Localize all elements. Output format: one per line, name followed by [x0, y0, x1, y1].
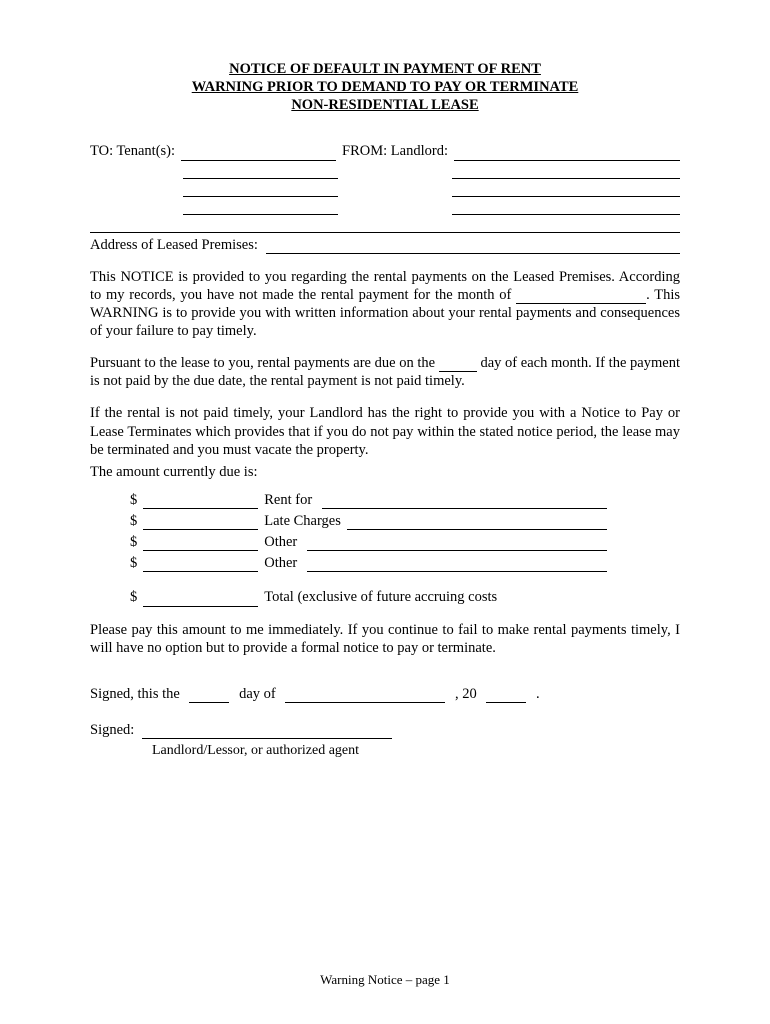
paragraph-3: If the rental is not paid timely, your L… [90, 404, 680, 458]
para2-text-a: Pursuant to the lease to you, rental pay… [90, 355, 439, 371]
late-charges-label: Late Charges [264, 512, 341, 530]
paragraph-2: Pursuant to the lease to you, rental pay… [90, 354, 680, 390]
address-label: Address of Leased Premises: [90, 236, 258, 254]
sign-year-field[interactable] [486, 688, 526, 703]
date-suffix: . [536, 686, 540, 702]
currency-symbol: $ [130, 491, 137, 509]
paragraph-1: This NOTICE is provided to you regarding… [90, 268, 680, 341]
landlord-field-2[interactable] [452, 164, 680, 179]
late-amount-field[interactable] [143, 515, 258, 530]
amounts-block: $ Rent for $ Late Charges $ Other $ Othe… [130, 491, 680, 607]
to-label: TO: Tenant(s): [90, 142, 175, 160]
other2-amount-field[interactable] [143, 557, 258, 572]
day-field[interactable] [439, 357, 477, 372]
landlord-field-4[interactable] [452, 200, 680, 215]
signature-subtitle: Landlord/Lessor, or authorized agent [152, 742, 680, 760]
rent-amount-field[interactable] [143, 494, 258, 509]
month-field[interactable] [516, 289, 646, 304]
rent-for-label: Rent for [264, 491, 312, 509]
rent-for-field[interactable] [322, 494, 607, 509]
document-title: NOTICE OF DEFAULT IN PAYMENT OF RENT WAR… [90, 60, 680, 114]
landlord-field[interactable] [454, 146, 680, 161]
currency-symbol: $ [130, 588, 137, 606]
currency-symbol: $ [130, 554, 137, 572]
signature-block: Signed: Landlord/Lessor, or authorized a… [90, 721, 680, 760]
signed-this-label: Signed, this the [90, 686, 180, 702]
tenant-field-3[interactable] [183, 182, 338, 197]
other2-label: Other [264, 554, 297, 572]
other1-desc-field[interactable] [307, 536, 607, 551]
amount-intro: The amount currently due is: [90, 463, 680, 481]
signature-field[interactable] [142, 724, 392, 739]
other1-amount-field[interactable] [143, 536, 258, 551]
total-amount-field[interactable] [143, 592, 258, 607]
full-width-line[interactable] [90, 218, 680, 233]
day-of-label: day of [239, 686, 276, 702]
para3-text: If the rental is not paid timely, your L… [90, 405, 680, 457]
header-block: TO: Tenant(s): FROM: Landlord: Ad [90, 142, 680, 253]
tenant-field-4[interactable] [183, 200, 338, 215]
title-line-3: NON-RESIDENTIAL LEASE [90, 96, 680, 114]
landlord-field-3[interactable] [452, 182, 680, 197]
year-prefix-label: , 20 [455, 686, 477, 702]
page-footer: Warning Notice – page 1 [0, 972, 770, 988]
tenant-field-2[interactable] [183, 164, 338, 179]
tenant-field[interactable] [181, 146, 336, 161]
address-field[interactable] [266, 239, 680, 254]
document-page: NOTICE OF DEFAULT IN PAYMENT OF RENT WAR… [0, 0, 770, 800]
signed-label: Signed: [90, 721, 134, 739]
paragraph-4: Please pay this amount to me immediately… [90, 621, 680, 657]
other1-label: Other [264, 533, 297, 551]
date-line: Signed, this the day of , 20 . [90, 685, 680, 703]
para4-text: Please pay this amount to me immediately… [90, 622, 680, 656]
currency-symbol: $ [130, 533, 137, 551]
late-desc-field[interactable] [347, 515, 607, 530]
currency-symbol: $ [130, 512, 137, 530]
title-line-1: NOTICE OF DEFAULT IN PAYMENT OF RENT [90, 60, 680, 78]
other2-desc-field[interactable] [307, 557, 607, 572]
title-line-2: WARNING PRIOR TO DEMAND TO PAY OR TERMIN… [90, 78, 680, 96]
from-label: FROM: Landlord: [342, 142, 448, 160]
sign-day-field[interactable] [189, 688, 229, 703]
total-label: Total (exclusive of future accruing cost… [264, 588, 497, 606]
sign-month-field[interactable] [285, 688, 445, 703]
